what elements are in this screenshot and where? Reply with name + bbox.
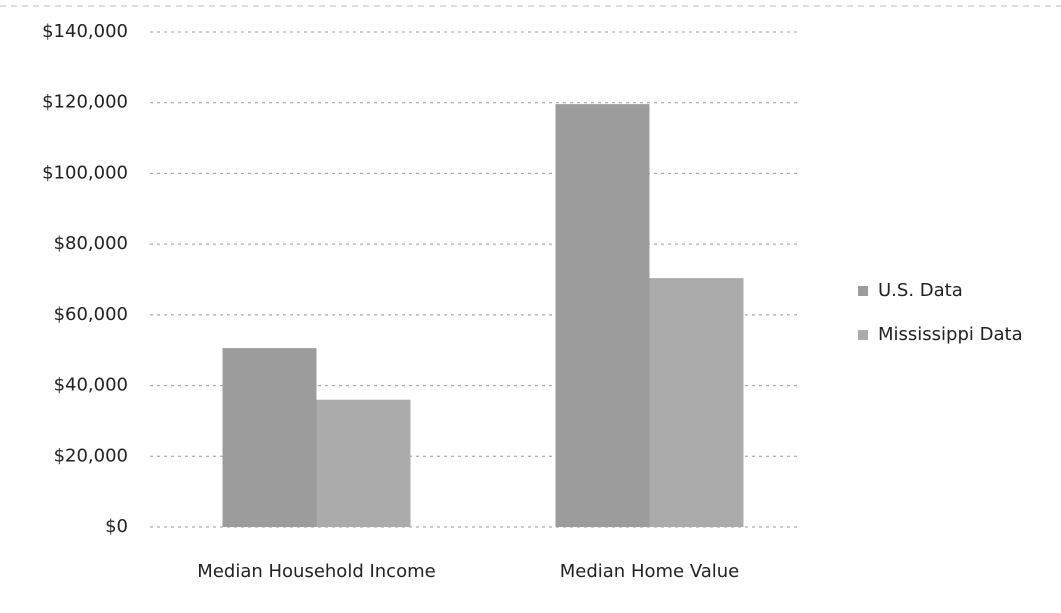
legend-swatch (858, 286, 868, 296)
y-tick-label: $0 (105, 516, 128, 537)
y-tick-label: $80,000 (54, 233, 128, 254)
bar (555, 104, 650, 527)
y-tick-label: $120,000 (42, 92, 128, 113)
bar (649, 278, 744, 527)
y-tick-label: $20,000 (54, 445, 128, 466)
y-tick-label: $60,000 (54, 304, 128, 325)
x-tick-label: Median Household Income (197, 561, 435, 582)
y-tick-label: $100,000 (42, 162, 128, 183)
bar (222, 348, 317, 527)
x-tick-label: Median Home Value (560, 561, 740, 582)
legend-label: Mississippi Data (878, 324, 1023, 345)
y-tick-label: $140,000 (42, 21, 128, 42)
y-tick-label: $40,000 (54, 375, 128, 396)
legend-label: U.S. Data (878, 280, 963, 301)
bar (316, 399, 411, 527)
legend-swatch (858, 330, 868, 340)
